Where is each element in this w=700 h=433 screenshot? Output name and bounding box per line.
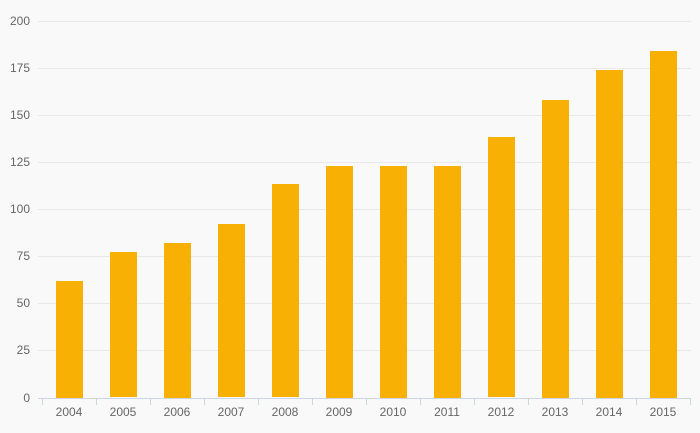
x-axis-tick [258, 398, 259, 405]
x-axis-tick [312, 398, 313, 405]
x-axis-label: 2004 [55, 405, 83, 419]
y-axis-tick-label: 175 [9, 61, 30, 75]
y-grid-line [38, 162, 691, 163]
x-axis-tick [528, 398, 529, 405]
bar-2004[interactable] [56, 281, 83, 398]
x-axis-tick [42, 398, 43, 405]
x-axis-tick [96, 398, 97, 405]
bar-2012[interactable] [488, 137, 515, 397]
bar-2005[interactable] [110, 252, 137, 397]
x-axis-tick [636, 398, 637, 405]
x-axis-label: 2013 [541, 405, 569, 419]
x-axis-tick [582, 398, 583, 405]
y-grid-line [38, 209, 691, 210]
y-axis-tick-label: 200 [9, 14, 30, 28]
bar-2015[interactable] [650, 51, 677, 398]
x-axis-label: 2014 [595, 405, 623, 419]
bar-2009[interactable] [326, 166, 353, 398]
x-axis-tick [690, 398, 691, 405]
x-axis-line [38, 398, 691, 399]
y-axis-tick-label: 100 [9, 202, 30, 216]
x-axis-label: 2008 [271, 405, 299, 419]
x-axis-label: 2007 [217, 405, 245, 419]
x-axis-tick [474, 398, 475, 405]
x-axis-label: 2009 [325, 405, 353, 419]
y-axis-tick-label: 50 [16, 296, 30, 310]
bar-2008[interactable] [272, 184, 299, 397]
y-axis-tick-label: 150 [9, 108, 30, 122]
x-axis-label: 2010 [379, 405, 407, 419]
bar-2011[interactable] [434, 166, 461, 398]
x-axis-label: 2006 [163, 405, 191, 419]
bar-2014[interactable] [596, 70, 623, 398]
x-axis-label: 2015 [649, 405, 677, 419]
y-axis-tick-label: 125 [9, 155, 30, 169]
y-grid-line [38, 68, 691, 69]
bar-2007[interactable] [218, 224, 245, 397]
x-axis-label: 2011 [434, 405, 460, 419]
x-axis-label: 2012 [487, 405, 515, 419]
x-axis-label: 2005 [109, 405, 137, 419]
bar-2010[interactable] [380, 166, 407, 398]
bar-2013[interactable] [542, 100, 569, 398]
y-axis-tick-label: 25 [16, 343, 30, 357]
y-axis-tick-label: 75 [16, 249, 30, 263]
x-axis-tick [150, 398, 151, 405]
x-axis-tick [204, 398, 205, 405]
x-axis-tick [420, 398, 421, 405]
y-grid-line [38, 21, 691, 22]
y-grid-line [38, 115, 691, 116]
y-axis-tick-label: 0 [23, 391, 30, 405]
bar-2006[interactable] [164, 243, 191, 398]
x-axis-tick [366, 398, 367, 405]
